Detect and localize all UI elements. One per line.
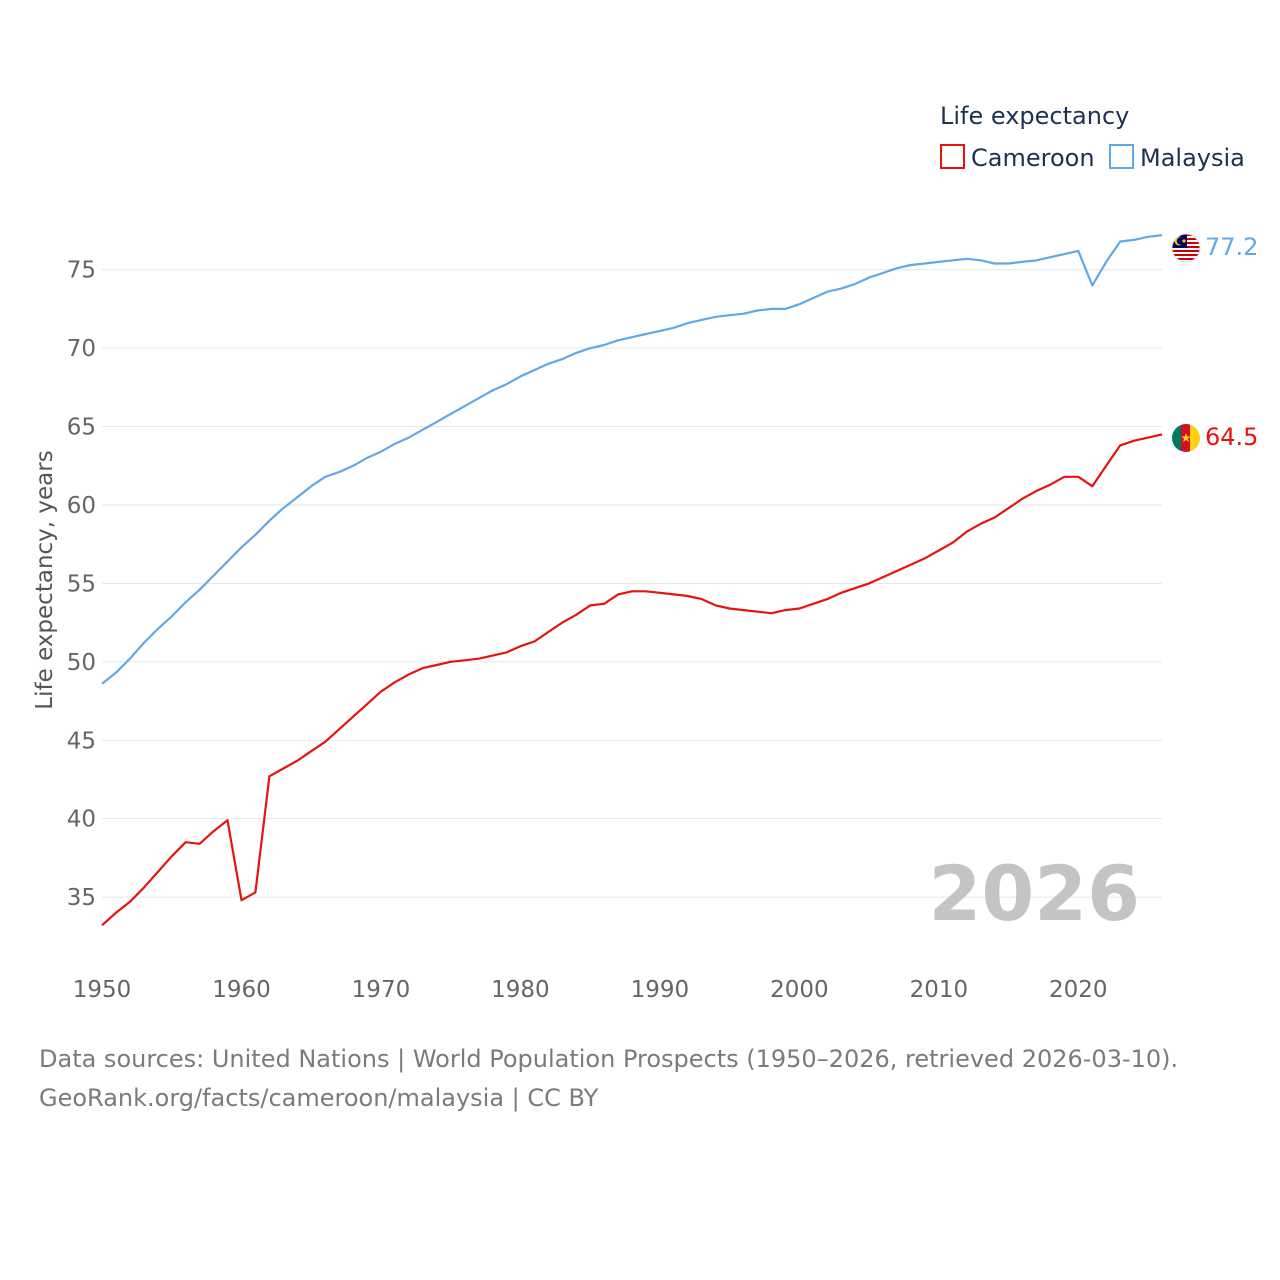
y-tick-label: 45 bbox=[67, 728, 96, 754]
x-tick-label: 1980 bbox=[491, 977, 550, 1003]
legend-swatch-cameroon bbox=[940, 144, 965, 169]
footer-attribution: GeoRank.org/facts/cameroon/malaysia | CC… bbox=[39, 1084, 599, 1112]
y-tick-label: 50 bbox=[67, 650, 96, 676]
legend-label-cameroon: Cameroon bbox=[971, 144, 1095, 172]
series-lines bbox=[101, 234, 1163, 927]
life-expectancy-chart: 35 40 45 50 55 60 65 70 75 1950 1960 1970 1980 1990 2… bbox=[32, 102, 1258, 1003]
x-tick-label: 2000 bbox=[770, 977, 829, 1003]
x-tick-label: 1990 bbox=[631, 977, 690, 1003]
legend-item-malaysia[interactable]: Malaysia bbox=[1109, 144, 1245, 172]
x-tick-label: 2020 bbox=[1049, 977, 1108, 1003]
footer-sources: Data sources: United Nations | World Pop… bbox=[39, 1045, 1179, 1073]
y-axis-ticks: 35 40 45 50 55 60 65 70 75 bbox=[67, 258, 96, 911]
cameroon-flag-icon bbox=[1172, 424, 1200, 452]
cameroon-end-value: 64.5 bbox=[1205, 423, 1258, 451]
series-line-cameroon[interactable] bbox=[101, 433, 1163, 927]
y-axis-label: Life expectancy, years bbox=[32, 450, 58, 709]
series-line-malaysia[interactable] bbox=[101, 234, 1163, 685]
x-tick-label: 2010 bbox=[910, 977, 969, 1003]
y-tick-label: 70 bbox=[67, 336, 96, 362]
y-tick-label: 60 bbox=[67, 493, 96, 519]
legend-title: Life expectancy bbox=[940, 102, 1129, 130]
current-year-watermark: 2026 bbox=[928, 849, 1140, 938]
x-tick-label: 1970 bbox=[352, 977, 411, 1003]
legend-item-cameroon[interactable]: Cameroon bbox=[940, 144, 1095, 172]
grid-lines bbox=[102, 269, 1162, 898]
y-tick-label: 55 bbox=[67, 571, 96, 597]
malaysia-end-marker: 77.2 bbox=[1171, 233, 1258, 263]
malaysia-end-value: 77.2 bbox=[1205, 233, 1258, 261]
x-axis-ticks: 1950 1960 1970 1980 1990 2000 2010 2020 bbox=[73, 977, 1108, 1003]
y-tick-label: 35 bbox=[67, 885, 96, 911]
cameroon-end-marker: 64.5 bbox=[1172, 423, 1258, 452]
malaysia-flag-icon bbox=[1172, 234, 1200, 262]
y-tick-label: 65 bbox=[67, 415, 96, 441]
x-tick-label: 1950 bbox=[73, 977, 132, 1003]
y-tick-label: 75 bbox=[67, 258, 96, 284]
x-tick-label: 1960 bbox=[212, 977, 271, 1003]
legend: Life expectancy Cameroon Malaysia bbox=[940, 102, 1245, 172]
y-tick-label: 40 bbox=[67, 807, 96, 833]
legend-swatch-malaysia bbox=[1109, 144, 1134, 169]
legend-label-malaysia: Malaysia bbox=[1140, 144, 1245, 172]
